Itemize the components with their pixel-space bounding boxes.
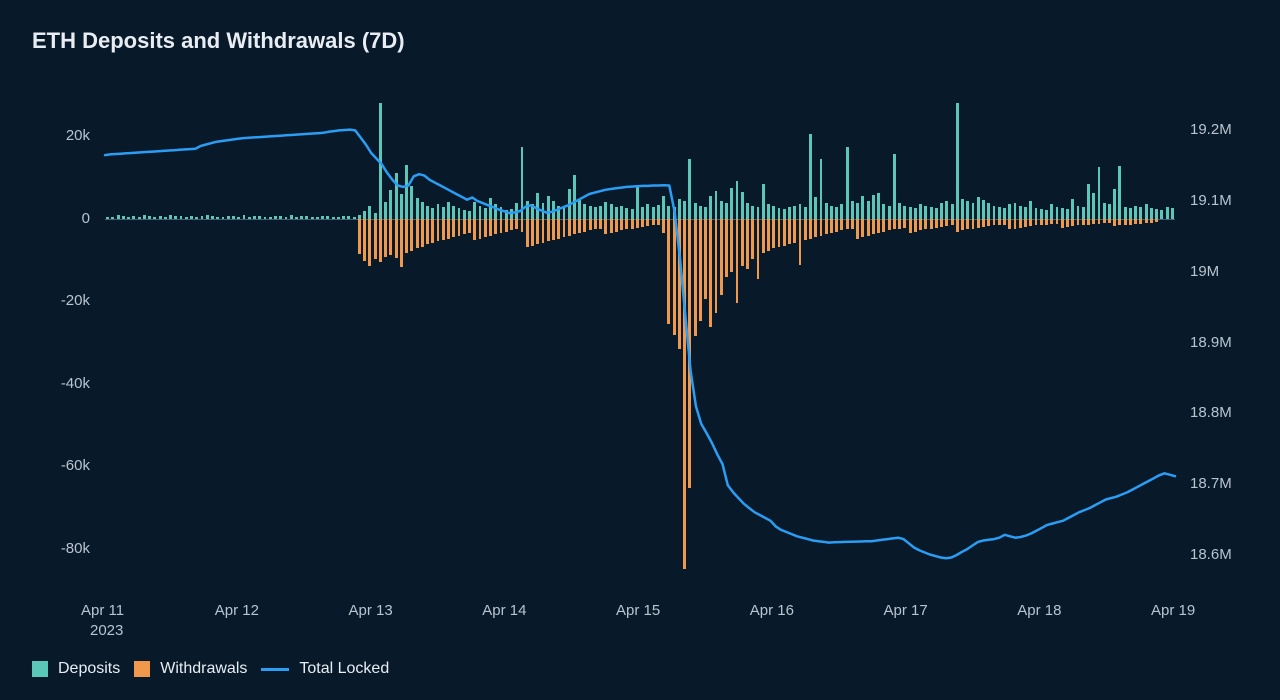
y-right-tick: 18.6M [1190, 546, 1232, 563]
y-right-tick: 19M [1190, 263, 1219, 280]
chart-title: ETH Deposits and Withdrawals (7D) [32, 28, 405, 54]
legend: Deposits Withdrawals Total Locked [32, 660, 389, 678]
y-right-tick: 18.7M [1190, 475, 1232, 492]
y-left-tick: -60k [61, 457, 90, 474]
x-sub-label: 2023 [90, 622, 123, 639]
x-tick: Apr 13 [349, 602, 393, 619]
x-tick: Apr 15 [616, 602, 660, 619]
legend-item: Deposits [32, 660, 120, 678]
legend-label: Total Locked [299, 660, 389, 678]
y-left-tick: 0 [82, 210, 90, 227]
legend-item: Total Locked [261, 660, 389, 678]
legend-swatch [134, 661, 150, 677]
plot-area [105, 95, 1175, 590]
y-left-tick: -80k [61, 540, 90, 557]
x-tick: Apr 12 [215, 602, 259, 619]
x-tick: Apr 18 [1017, 602, 1061, 619]
y-left-tick: -40k [61, 375, 90, 392]
y-left-tick: -20k [61, 292, 90, 309]
y-right-tick: 19.1M [1190, 192, 1232, 209]
legend-label: Deposits [58, 660, 120, 678]
legend-swatch [261, 668, 289, 671]
x-tick: Apr 16 [750, 602, 794, 619]
x-tick: Apr 11 [81, 602, 124, 619]
x-tick: Apr 14 [482, 602, 526, 619]
total-locked-line [105, 95, 1175, 590]
x-tick: Apr 19 [1151, 602, 1195, 619]
legend-item: Withdrawals [134, 660, 247, 678]
y-left-tick: 20k [66, 127, 90, 144]
y-right-tick: 18.9M [1190, 334, 1232, 351]
legend-label: Withdrawals [160, 660, 247, 678]
y-right-tick: 18.8M [1190, 404, 1232, 421]
x-tick: Apr 17 [884, 602, 928, 619]
y-right-tick: 19.2M [1190, 121, 1232, 138]
legend-swatch [32, 661, 48, 677]
